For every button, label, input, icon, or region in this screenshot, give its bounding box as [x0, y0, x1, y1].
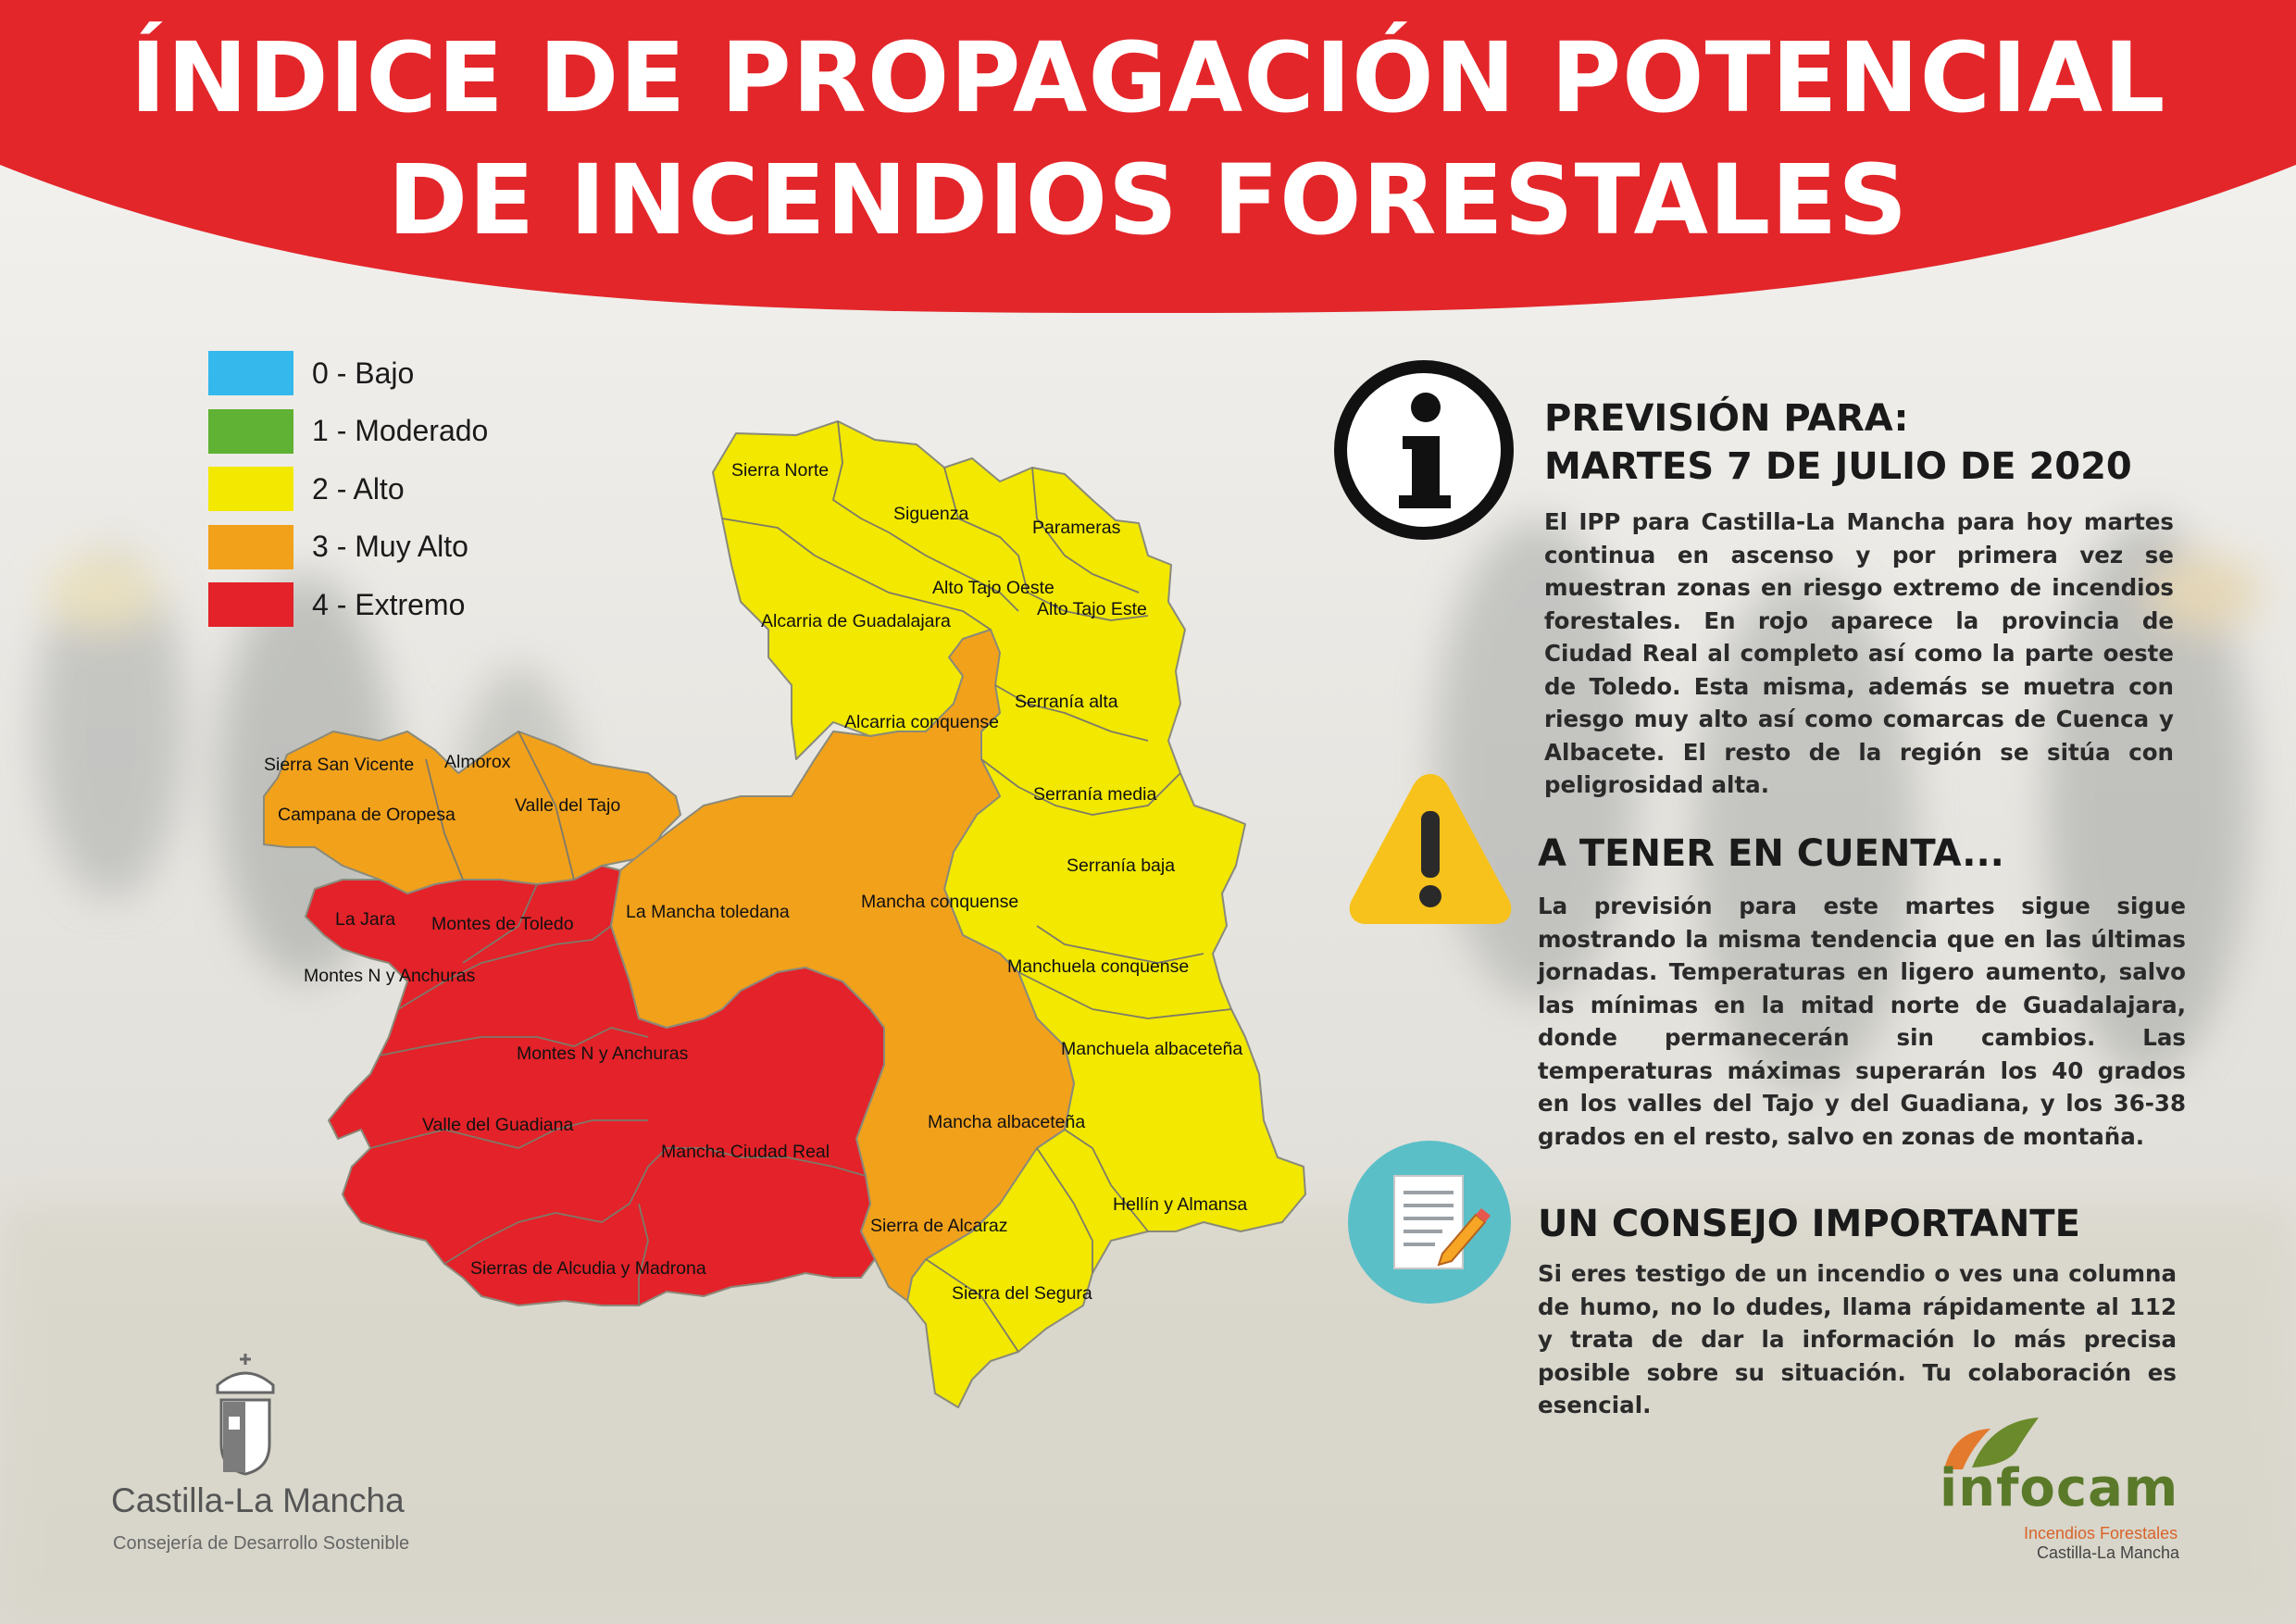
- map-label: Montes N y Anchuras: [304, 966, 476, 986]
- map-label: Valle del Tajo: [515, 795, 620, 816]
- map-label: Serranía baja: [1067, 856, 1175, 876]
- legend-swatch: [208, 408, 293, 454]
- map-label: Manchuela conquense: [1007, 956, 1189, 977]
- prevision-date: MARTES 7 DE JULIO DE 2020: [1544, 445, 2132, 488]
- clm-name: Castilla-La Mancha: [111, 1481, 405, 1519]
- page-title-line1: ÍNDICE DE PROPAGACIÓN POTENCIAL: [130, 21, 2166, 134]
- map-label: Alcarria de Guadalajara: [761, 611, 951, 631]
- map-label: Montes N y Anchuras: [517, 1043, 689, 1064]
- document-pencil-icon: [1348, 1141, 1511, 1304]
- legend-label: 1 - Moderado: [312, 414, 489, 448]
- map-label: Almorox: [444, 752, 511, 772]
- map-label: Serranía alta: [1015, 692, 1118, 712]
- consejo-text: Si eres testigo de un incendio o ves una…: [1538, 1260, 2177, 1418]
- clm-subtitle: Consejería de Desarrollo Sostenible: [113, 1533, 410, 1554]
- map-label: Mancha Ciudad Real: [661, 1142, 830, 1162]
- legend-item-alto: 2 - Alto: [208, 460, 488, 518]
- map-label: Campana de Oropesa: [278, 805, 455, 825]
- legend-item-bajo: 0 - Bajo: [208, 344, 488, 403]
- map-label: Mancha albaceteña: [928, 1112, 1085, 1132]
- warning-icon: [1349, 774, 1512, 924]
- map-label: La Mancha toledana: [626, 902, 790, 922]
- infocam-name: infocam: [1940, 1458, 2179, 1518]
- map-label: Sierra de Alcaraz: [870, 1216, 1008, 1236]
- legend-swatch: [208, 467, 293, 512]
- map-label: Parameras: [1032, 518, 1121, 538]
- map-label: La Jara: [335, 909, 395, 930]
- prevision-title-line1: PREVISIÓN PARA:: [1544, 397, 1909, 440]
- map-label: Serranía media: [1033, 784, 1156, 805]
- legend-item-moderado: 1 - Moderado: [208, 403, 488, 461]
- legend-swatch: [208, 524, 293, 569]
- map-label: Mancha conquense: [861, 892, 1018, 912]
- legend-label: 0 - Bajo: [312, 356, 415, 390]
- prevision-text: El IPP para Castilla-La Mancha para hoy …: [1544, 508, 2174, 798]
- map-label: Alto Tajo Este: [1037, 599, 1147, 619]
- map-label: Sierras de Alcudia y Madrona: [470, 1258, 706, 1279]
- map-label: Hellín y Almansa: [1113, 1194, 1247, 1215]
- castilla-la-mancha-coat-of-arms: [216, 1354, 275, 1476]
- map-label: Sierra Norte: [731, 460, 829, 481]
- aviso-title: A TENER EN CUENTA...: [1538, 832, 2004, 875]
- map-label: Sierra del Segura: [952, 1283, 1092, 1304]
- info-icon: [1334, 360, 1514, 540]
- consejo-title: UN CONSEJO IMPORTANTE: [1538, 1203, 2080, 1245]
- legend-label: 4 - Extremo: [312, 587, 466, 621]
- legend-swatch: [208, 351, 293, 396]
- page-title-line2: DE INCENDIOS FORESTALES: [387, 144, 1909, 256]
- map-label: Alto Tajo Oeste: [932, 578, 1054, 598]
- legend-label: 2 - Alto: [312, 471, 405, 506]
- infocam-region: Castilla-La Mancha: [2037, 1543, 2180, 1562]
- legend-item-extremo: 4 - Extremo: [208, 576, 488, 634]
- infocam-leaf-logo: [1944, 1418, 2039, 1469]
- map-legend: 0 - Bajo 1 - Moderado 2 - Alto 3 - Muy A…: [208, 344, 488, 634]
- map-label: Manchuela albaceteña: [1061, 1039, 1242, 1059]
- legend-label: 3 - Muy Alto: [312, 530, 468, 564]
- map-label: Siguenza: [893, 504, 968, 524]
- legend-item-muy-alto: 3 - Muy Alto: [208, 518, 488, 577]
- map-label: Alcarria conquense: [844, 712, 999, 732]
- aviso-text: La previsión para este martes sigue sigu…: [1538, 893, 2186, 1150]
- prevision-title: PREVISIÓN PARA: MARTES 7 DE JULIO DE 202…: [1544, 394, 2132, 491]
- map-label: Montes de Toledo: [431, 914, 574, 934]
- map-label: Sierra San Vicente: [264, 755, 414, 775]
- page-title: ÍNDICE DE PROPAGACIÓN POTENCIAL DE INCEN…: [0, 17, 2296, 261]
- legend-swatch: [208, 582, 293, 628]
- map-label: Valle del Guadiana: [422, 1115, 573, 1135]
- infocam-subtitle: Incendios Forestales: [2024, 1524, 2178, 1543]
